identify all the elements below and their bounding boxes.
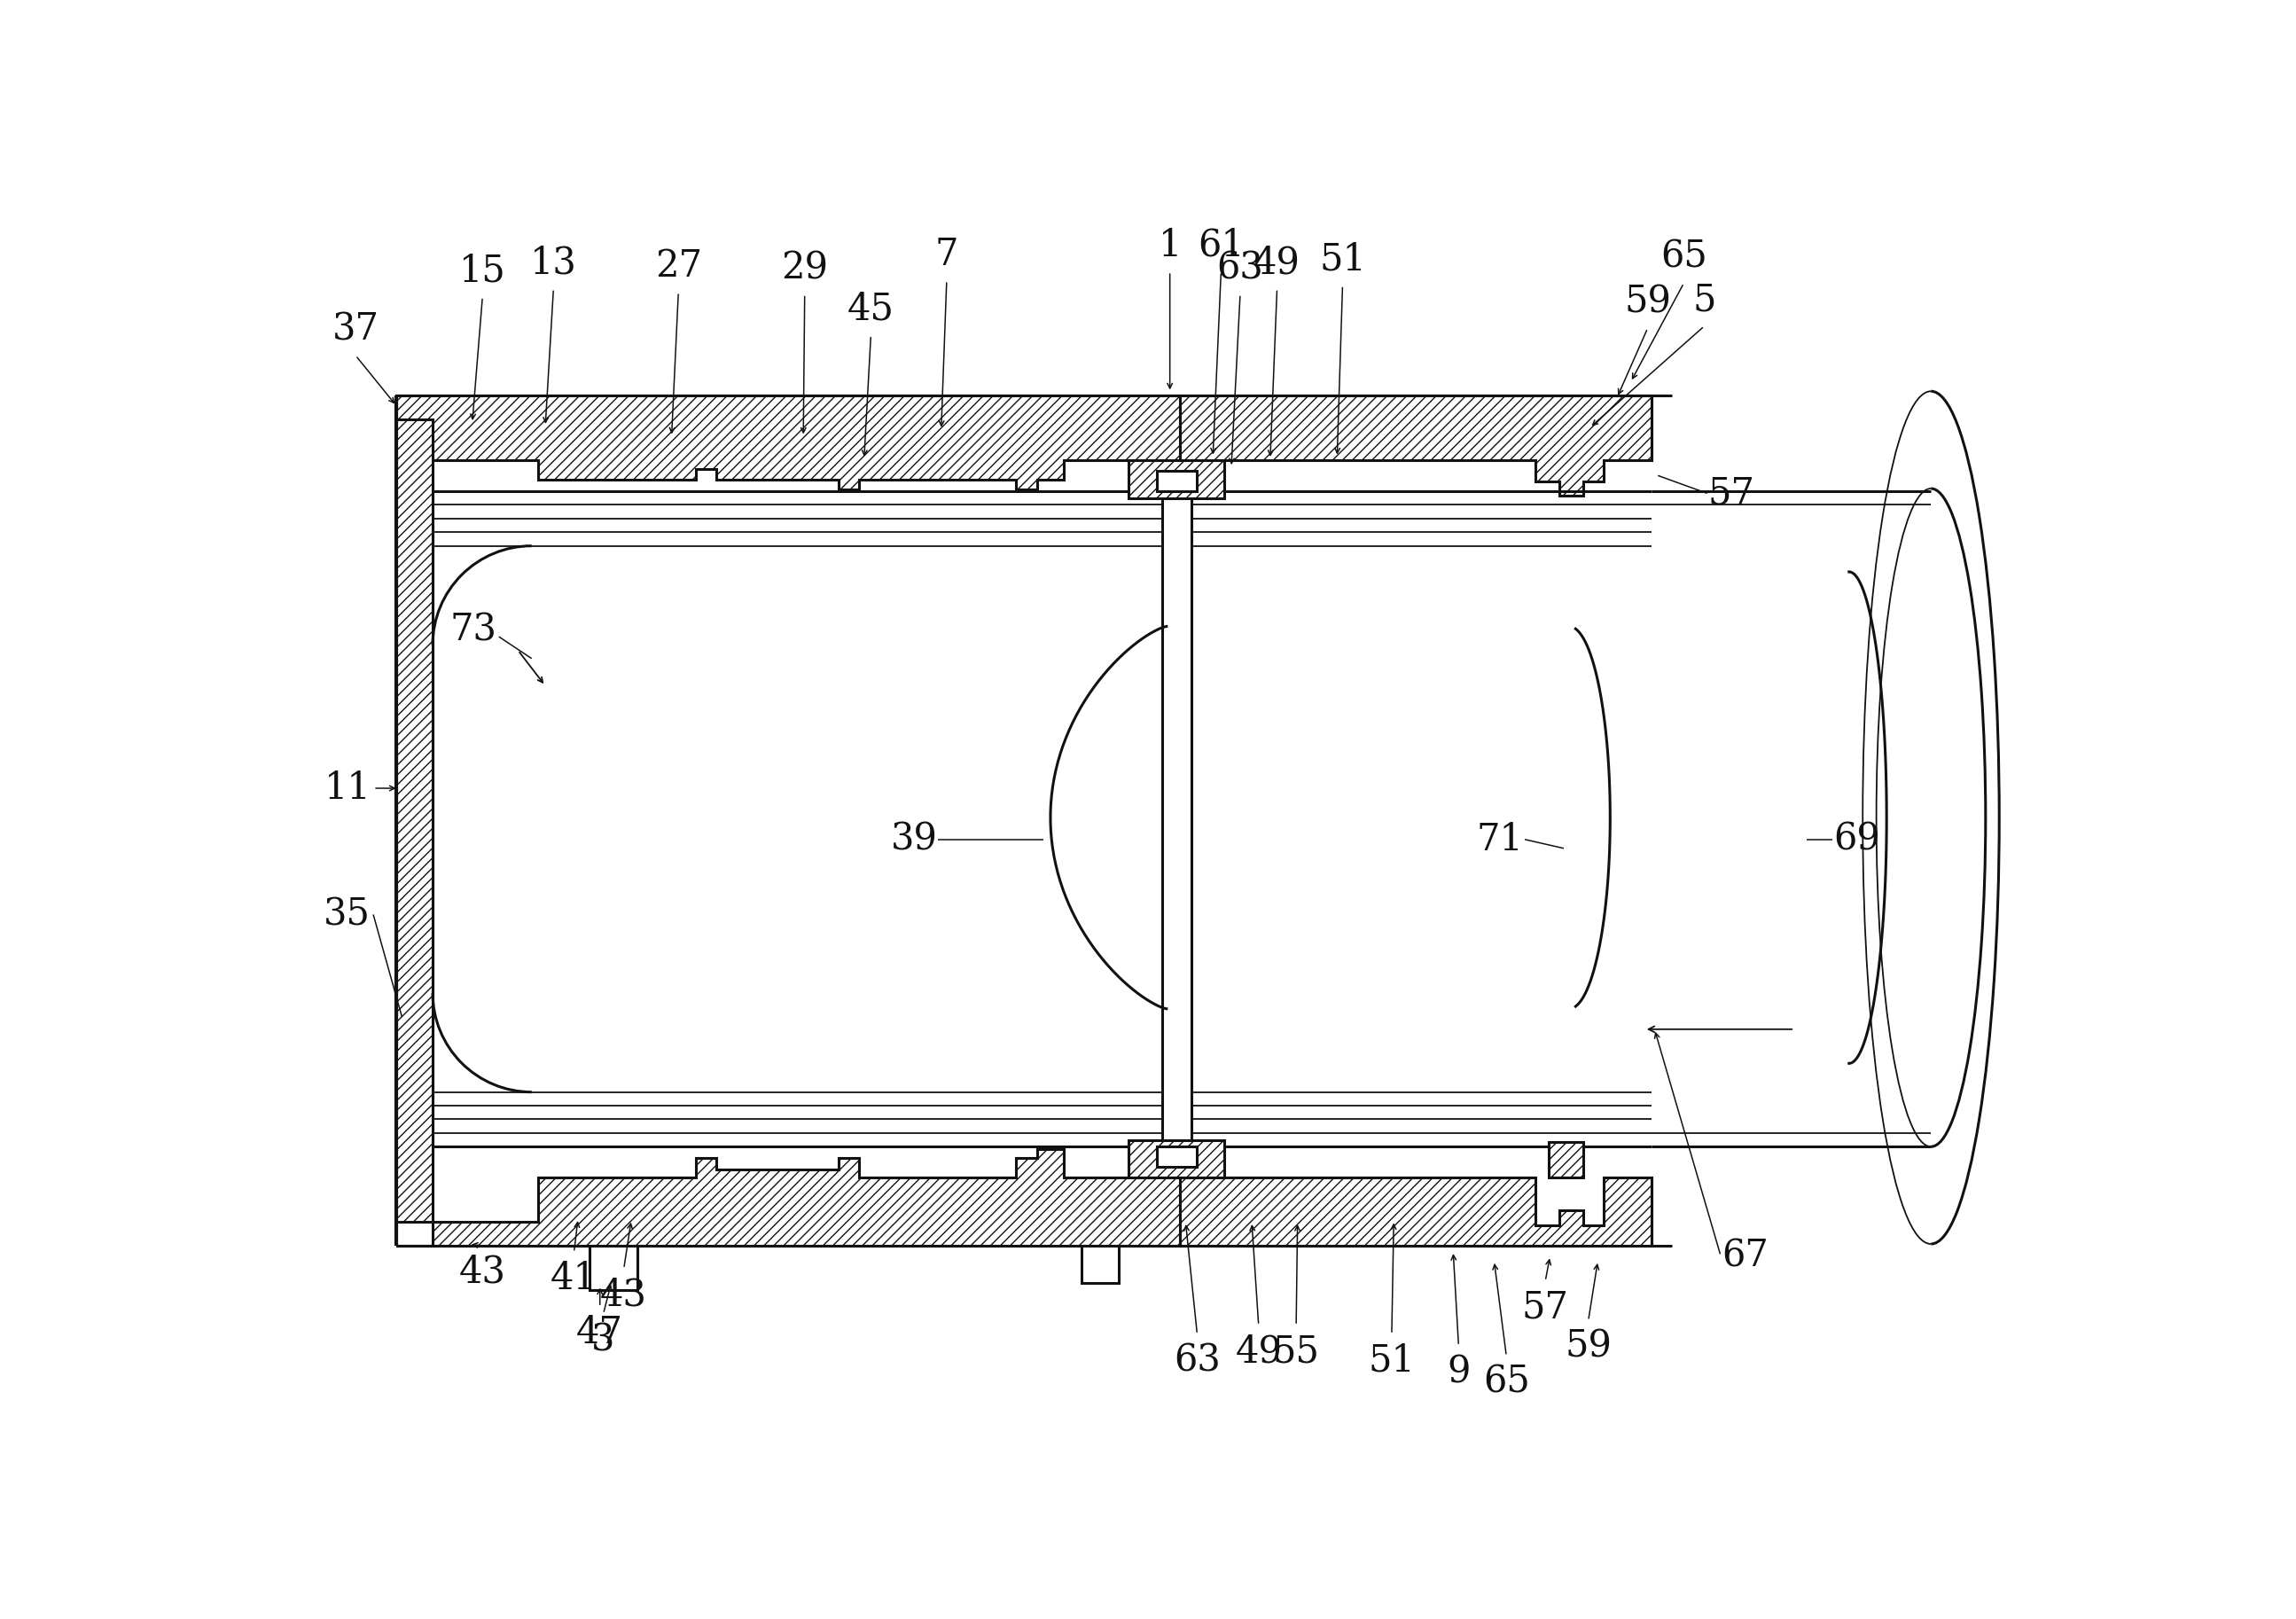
Text: 51: 51 <box>1320 241 1366 278</box>
Text: 37: 37 <box>333 311 379 348</box>
Polygon shape <box>1157 471 1196 491</box>
Text: 71: 71 <box>1476 821 1522 858</box>
Polygon shape <box>1180 1177 1651 1245</box>
Text: 49: 49 <box>1235 1332 1281 1370</box>
Text: 45: 45 <box>847 290 895 327</box>
Text: 13: 13 <box>530 244 576 282</box>
Polygon shape <box>1550 1141 1582 1177</box>
Polygon shape <box>397 395 1180 489</box>
Text: 47: 47 <box>576 1315 625 1352</box>
Text: 29: 29 <box>781 249 829 287</box>
Polygon shape <box>1081 1245 1118 1284</box>
Text: 59: 59 <box>1566 1328 1612 1365</box>
Text: 51: 51 <box>1368 1342 1414 1379</box>
Text: 63: 63 <box>1173 1342 1221 1379</box>
Polygon shape <box>1180 395 1651 495</box>
Text: 43: 43 <box>459 1253 505 1290</box>
Text: 63: 63 <box>1217 249 1263 287</box>
Text: 5: 5 <box>1692 282 1715 319</box>
Text: 55: 55 <box>1272 1332 1320 1370</box>
Text: 57: 57 <box>1708 474 1754 512</box>
Text: 43: 43 <box>599 1276 647 1313</box>
Polygon shape <box>1157 1146 1196 1167</box>
Text: 65: 65 <box>1483 1363 1529 1400</box>
Polygon shape <box>1130 1140 1224 1177</box>
Text: 9: 9 <box>1446 1353 1469 1391</box>
Text: 3: 3 <box>592 1321 615 1358</box>
Polygon shape <box>1130 460 1224 499</box>
Text: 57: 57 <box>1522 1289 1568 1326</box>
Text: 65: 65 <box>1660 238 1708 275</box>
Text: 41: 41 <box>551 1260 597 1297</box>
Polygon shape <box>1162 471 1192 1167</box>
Polygon shape <box>397 419 432 1222</box>
Text: 11: 11 <box>324 769 370 806</box>
Polygon shape <box>590 1245 638 1290</box>
Text: 49: 49 <box>1254 244 1300 282</box>
Text: 61: 61 <box>1199 227 1244 264</box>
Text: 67: 67 <box>1722 1237 1768 1274</box>
Text: 69: 69 <box>1835 821 1880 858</box>
Text: 73: 73 <box>450 612 498 649</box>
Text: 15: 15 <box>459 253 505 290</box>
Text: 1: 1 <box>1157 227 1182 264</box>
Text: 27: 27 <box>654 248 703 285</box>
Text: 39: 39 <box>891 821 937 858</box>
Text: 59: 59 <box>1623 283 1671 321</box>
Text: 35: 35 <box>324 895 372 933</box>
Text: 7: 7 <box>934 236 957 274</box>
Polygon shape <box>397 1149 1180 1245</box>
